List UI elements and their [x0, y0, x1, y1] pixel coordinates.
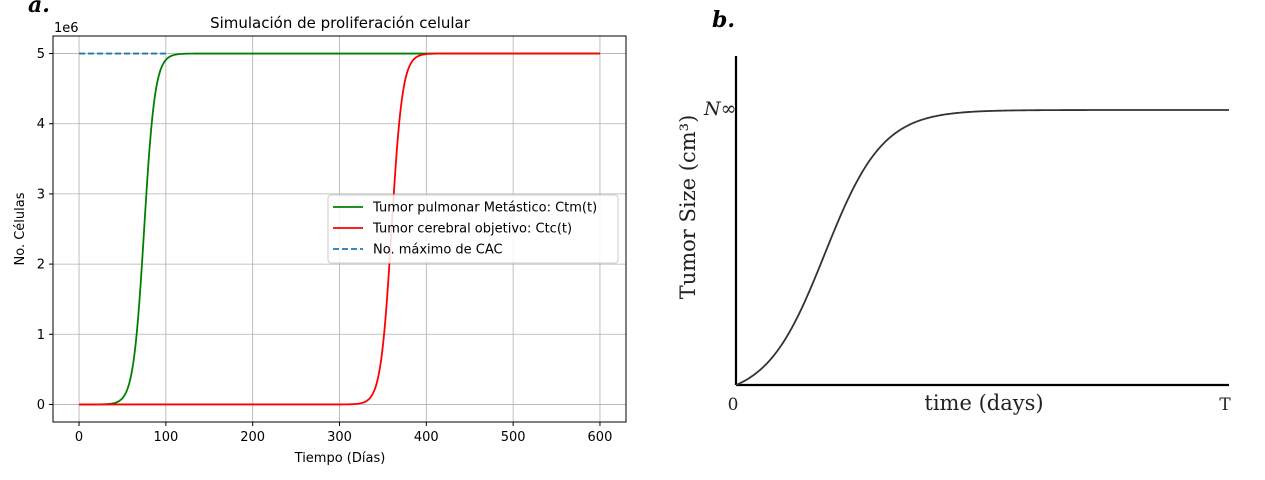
- series-a: [79, 52, 600, 406]
- y-tick-label: 1: [37, 328, 45, 343]
- growth-curve: [735, 109, 1229, 386]
- x-tick-label: 0: [75, 430, 83, 445]
- series-b: [735, 109, 1229, 386]
- chart-b-ylabel: Tumor Size (cm³): [676, 115, 700, 300]
- y-tick-label: 0: [37, 398, 45, 413]
- x-tick-label: 100: [153, 430, 178, 445]
- legend-label-2: Tumor cerebral objetivo: Ctc(t): [372, 222, 572, 237]
- x-tick-label: 300: [327, 430, 352, 445]
- y-tick-label: 3: [37, 187, 45, 202]
- x-start-label: 0: [728, 395, 739, 415]
- x-tick-label: 400: [414, 430, 439, 445]
- x-tick-label: 600: [588, 430, 613, 445]
- chart-b: N∞ 0 T time (days) Tumor Size (cm³): [676, 56, 1231, 415]
- series-line-2: [79, 52, 600, 406]
- y-multiplier-label: 1e6: [54, 21, 79, 36]
- panel-b-label: b.: [712, 7, 735, 33]
- panel-a-label: a.: [28, 0, 50, 18]
- y-tick-label: 5: [37, 47, 45, 62]
- legend-box: [327, 194, 619, 264]
- chart-b-xlabel: time (days): [924, 391, 1043, 415]
- legend-label-1: Tumor pulmonar Metástico: Ctm(t): [372, 201, 597, 216]
- x-tick-label: 500: [501, 430, 526, 445]
- y-tick-label: 4: [37, 117, 45, 132]
- ticks-a: 0 100 200 300 400 500 600 0 1 2 3 4 5: [37, 47, 613, 445]
- chart-a-title: Simulación de proliferación celular: [210, 14, 471, 32]
- legend-a: Tumor pulmonar Metástico: Ctm(t) Tumor ce…: [327, 194, 619, 264]
- x-tick-label: 200: [240, 430, 265, 445]
- y-tick-label: 2: [37, 258, 45, 273]
- chart-a: 0 100 200 300 400 500 600 0 1 2 3 4 5 Simulación de …: [13, 14, 627, 466]
- chart-a-xlabel: Tiempo (Días): [294, 451, 386, 466]
- x-end-label: T: [1219, 395, 1231, 415]
- chart-a-ylabel: No. Células: [13, 192, 28, 265]
- asymptote-label: N∞: [703, 98, 736, 120]
- legend-label-3: No. máximo de CAC: [373, 243, 503, 258]
